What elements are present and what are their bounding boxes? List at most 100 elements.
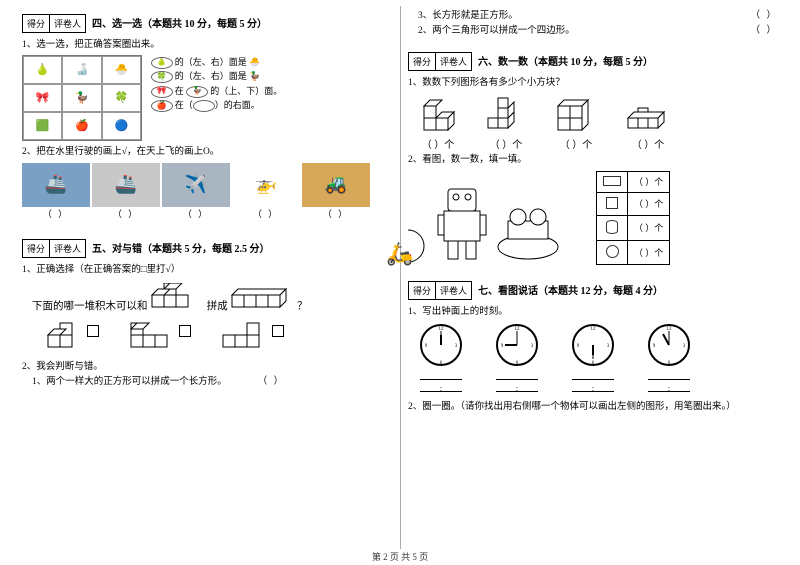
blocks-choice-icon (127, 321, 177, 349)
right-column: 3、长方形就是正方形。 （ ） 2、两个三角形可以拼成一个四边形。 （ ） 得分… (400, 8, 786, 545)
time-colon: : (572, 384, 614, 392)
clock-icon: 12369 (418, 322, 464, 368)
photo-plane: ✈️（ ） (162, 163, 230, 207)
score-box: 得分 评卷人 (408, 281, 472, 300)
tf-text: 2、两个三角形可以拼成一个四边形。 (418, 26, 575, 36)
grader-label: 评卷人 (50, 240, 85, 257)
sphere-icon (597, 240, 628, 264)
ship-icon: 🚢 (45, 174, 67, 195)
answer-line (496, 370, 538, 380)
section5-title: 五、对与错（本题共 5 分，每题 2.5 分） (92, 240, 270, 255)
page: 得分 评卷人 四、选一选（本题共 10 分，每题 5 分） 1、选一选，把正确答… (0, 0, 800, 545)
section6-q2: 2、看图，数一数，填一填。 (408, 155, 778, 167)
cube-icon (597, 192, 628, 215)
blocks-choice-icon (219, 321, 269, 349)
blank: （ ）个 (484, 136, 528, 151)
grader-label: 评卷人 (50, 15, 85, 32)
section4-q2: 2、把在水里行驶的画上√，在天上飞的画上O。 (22, 147, 392, 159)
score-box: 得分 评卷人 (22, 14, 86, 33)
cube-fig-4: （ ）个 (624, 98, 672, 151)
blocks-choice-icon (44, 321, 84, 349)
svg-text:12: 12 (591, 327, 597, 332)
clock-icon: 12369 (494, 322, 540, 368)
oval-icon (193, 100, 215, 112)
grader-label: 评卷人 (436, 53, 471, 70)
ship-icon: 🚢 (115, 174, 137, 195)
grid-cell: 🦆 (62, 84, 101, 112)
result-icon: 🦆 (249, 71, 260, 81)
grid-cell: 🍐 (23, 56, 62, 84)
cylinder-icon (597, 215, 628, 240)
section5-choices (22, 321, 392, 352)
bike-icon: 🛵 (386, 241, 413, 267)
section4-q1-figure: 🍐 🍶 🐣 🎀 🦆 🍀 🟩 🍎 🔵 🍐 的（左、右）面是 🐣 🍀 (22, 55, 392, 141)
oval-icon: 🍀 (151, 71, 173, 83)
section5-prompt: 下面的哪一堆积木可以和 拼成 ？ (22, 283, 392, 313)
clock-2: 12369 : (494, 322, 540, 392)
section6-q1: 1、数数下列图形各有多少个小方块？ (408, 78, 778, 90)
checkbox[interactable] (272, 325, 284, 337)
photo-blank: （ ） (113, 207, 139, 220)
photo-strip: 🚢（ ） 🚢（ ） ✈️（ ） 🚁（ ） 🚜（ ） (22, 163, 392, 207)
count-blank: （ ）个 (628, 215, 670, 240)
clock-icon: 12369 (646, 322, 692, 368)
score-label: 得分 (409, 53, 436, 70)
score-label: 得分 (23, 240, 50, 257)
section4-header: 得分 评卷人 四、选一选（本题共 10 分，每题 5 分） (22, 8, 392, 37)
tf-text: 1、两个一样大的正方形可以拼成一个长方形。 (32, 377, 227, 387)
photo-blank: （ ） (43, 207, 69, 220)
blank: （ ）个 (554, 136, 598, 151)
svg-text:12: 12 (439, 327, 445, 332)
blank: （ ）个 (418, 136, 458, 151)
oval-icon: 🦆 (186, 86, 208, 98)
photo-blank: （ ） (183, 207, 209, 220)
time-colon: : (496, 384, 538, 392)
oval-icon: 🍎 (151, 100, 173, 112)
section5-tf-2: 2、两个三角形可以拼成一个四边形。 （ ） (408, 26, 778, 38)
grid-cell: 🎀 (23, 84, 62, 112)
section4-lines: 🍐 的（左、右）面是 🐣 🍀 的（左、右）面是 🦆 🎀 在 🦆 的（上、下）面。… (151, 55, 283, 113)
score-label: 得分 (23, 15, 50, 32)
line-text: 在 (175, 86, 184, 96)
score-box: 得分 评卷人 (408, 52, 472, 71)
answer-line (420, 370, 462, 380)
cube-fig-1: （ ）个 (418, 98, 458, 151)
section6-figures: （ ）个 （ ）个 （ ）个 （ ）个 (408, 94, 778, 151)
answer-line (572, 370, 614, 380)
oval-icon: 🎀 (151, 86, 173, 98)
blocks-shape-a-icon (150, 283, 204, 309)
checkbox[interactable] (179, 325, 191, 337)
line-text: ）的右面。 (215, 100, 260, 110)
clock-4: 12369 : (646, 322, 692, 392)
tf-blank: （ ） (229, 377, 285, 389)
count-blank: （ ）个 (628, 240, 670, 264)
clocks-row: 12369 : 12369 : 12369 : 12369 : (408, 322, 778, 392)
svg-text:12: 12 (667, 327, 673, 332)
cube-fig-3: （ ）个 (554, 98, 598, 151)
section7-title: 七、看图说话（本题共 12 分，每题 4 分） (478, 282, 663, 297)
picture-grid: 🍐 🍶 🐣 🎀 🦆 🍀 🟩 🍎 🔵 (22, 55, 142, 141)
section5-header: 得分 评卷人 五、对与错（本题共 5 分，每题 2.5 分） (22, 233, 392, 262)
choice-3 (219, 321, 284, 352)
time-colon: : (420, 384, 462, 392)
section5-tf-3: 3、长方形就是正方形。 （ ） (408, 11, 778, 23)
line-text: 在（ (175, 100, 193, 110)
section4-title: 四、选一选（本题共 10 分，每题 5 分） (92, 15, 267, 30)
grid-cell: 🔵 (102, 112, 141, 140)
section4-q1: 1、选一选，把正确答案圈出来。 (22, 40, 392, 52)
line-text: 的（上、下）面。 (210, 86, 282, 96)
shape-count-table: （ ）个 （ ）个 （ ）个 （ ）个 (596, 171, 670, 265)
line-text: 的（左、右）面是 (175, 57, 247, 67)
photo-blank: （ ） (253, 207, 279, 220)
checkbox[interactable] (87, 325, 99, 337)
section6-title: 六、数一数（本题共 10 分，每题 5 分） (478, 53, 653, 68)
section5-q2: 2、我会判断与错。 (22, 362, 392, 374)
grid-cell: 🍶 (62, 56, 101, 84)
grid-cell: 🐣 (102, 56, 141, 84)
photo-blank: （ ） (323, 207, 349, 220)
tf-text: 3、长方形就是正方形。 (418, 11, 518, 21)
cube-fig-2: （ ）个 (484, 94, 528, 151)
section5-q1: 1、正确选择（在正确答案的□里打√） (22, 265, 392, 277)
clock-1: 12369 : (418, 322, 464, 392)
clock-3: 12369 : (570, 322, 616, 392)
